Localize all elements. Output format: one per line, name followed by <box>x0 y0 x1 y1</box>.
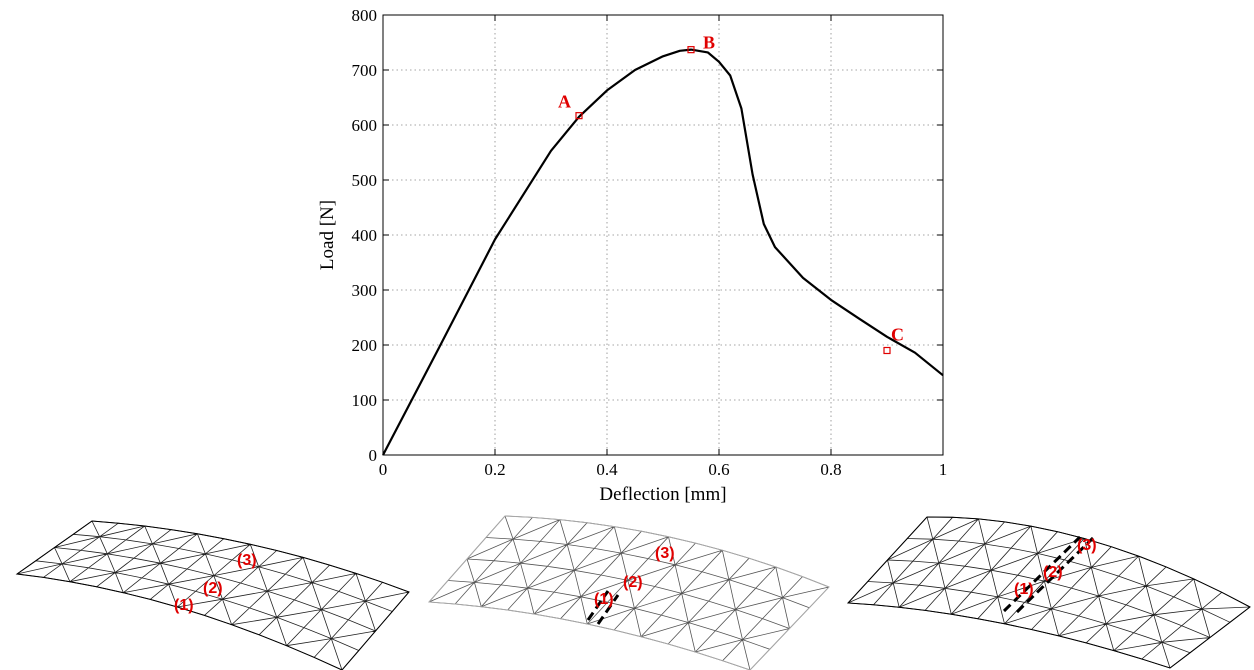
x-axis-label: Deflection [mm] <box>599 484 726 505</box>
y-tick-label: 0 <box>369 446 378 465</box>
crack-line <box>596 594 620 625</box>
mesh-node-label: (2) <box>1043 564 1063 581</box>
load-deflection-plot: 0 0.2 0.4 0.6 0.8 10100200300400500600700800 … <box>317 6 947 505</box>
mesh-node-label: (3) <box>237 552 257 569</box>
point-marker <box>575 112 583 120</box>
x-tick-label: 0 <box>379 460 388 479</box>
y-axis-label: Load [N] <box>317 200 338 270</box>
point-marker <box>883 346 891 355</box>
y-tick-label: 200 <box>352 336 378 355</box>
mesh-node-label: (1) <box>594 591 614 608</box>
mesh-node-label: (3) <box>1077 537 1097 554</box>
mesh-outline <box>846 516 1251 669</box>
x-tick-label: 0.2 <box>484 460 505 479</box>
crack-line <box>586 590 610 621</box>
mesh-panel-a: (1) (2) (3) <box>15 520 410 670</box>
point-label: C <box>891 325 904 345</box>
mesh-lines <box>428 515 830 670</box>
point-markers: A B C <box>558 33 904 355</box>
y-tick-label: 400 <box>352 226 378 245</box>
mesh-outline <box>427 515 830 670</box>
point-marker <box>687 46 695 54</box>
crack-line <box>1002 535 1082 613</box>
load-deflection-curve <box>382 48 944 456</box>
y-tick-label: 600 <box>352 116 378 135</box>
mesh-outline <box>15 520 410 670</box>
x-tick-label: 1 <box>939 460 948 479</box>
tick-labels: 0 0.2 0.4 0.6 0.8 1 0 100 200 300 400 500 600 700 800 <box>352 6 948 479</box>
grid <box>383 15 943 455</box>
y-tick-label: 300 <box>352 281 378 300</box>
mesh-node-label: (2) <box>623 574 643 591</box>
mesh-lines <box>847 516 1251 669</box>
y-tick-label: 800 <box>352 6 378 25</box>
mesh-node-label: (1) <box>174 597 194 614</box>
x-tick-label: 0.4 <box>596 460 618 479</box>
mesh-panel-b: (1) (2) (3) <box>427 515 830 670</box>
y-tick-label: 100 <box>352 391 378 410</box>
y-tick-label: 700 <box>352 61 378 80</box>
mesh-node-label: (2) <box>203 580 223 597</box>
y-tick-label: 500 <box>352 171 378 190</box>
crack-line <box>1015 536 1095 614</box>
point-label: B <box>703 33 715 53</box>
mesh-panel-c: (1) (2) (3) <box>846 516 1251 669</box>
x-tick-label: 0.6 <box>708 460 729 479</box>
mesh-node-label: (3) <box>655 545 675 562</box>
point-label: A <box>558 92 571 112</box>
x-tick-label: 0.8 <box>820 460 841 479</box>
mesh-node-label: (1) <box>1014 581 1034 598</box>
